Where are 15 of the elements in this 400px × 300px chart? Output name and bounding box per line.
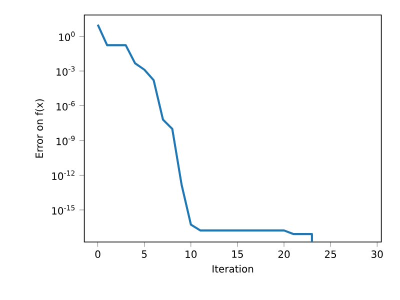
y-tick-label: 10$^{0}$ [59,32,75,42]
x-tick-label: 20 [278,250,290,258]
x-axis-title: Iteration [212,264,254,273]
y-tick-label: 10$^{-12}$ [52,170,74,180]
y-tick-label: 10$^{-9}$ [56,136,75,146]
y-tick-label: 10$^{-6}$ [56,101,75,110]
y-axis-title: Error on f(x) [35,99,44,158]
x-tick-label: 15 [232,250,243,258]
x-tick-label: 5 [142,250,147,258]
x-tick-label: 0 [95,250,100,258]
x-tick-label: 25 [324,250,336,258]
x-tick-label: 10 [186,250,197,258]
x-tick-label: 30 [372,250,383,258]
y-tick-label: 10$^{-15}$ [52,205,75,215]
y-tick-label: 10$^{-3}$ [56,66,75,76]
